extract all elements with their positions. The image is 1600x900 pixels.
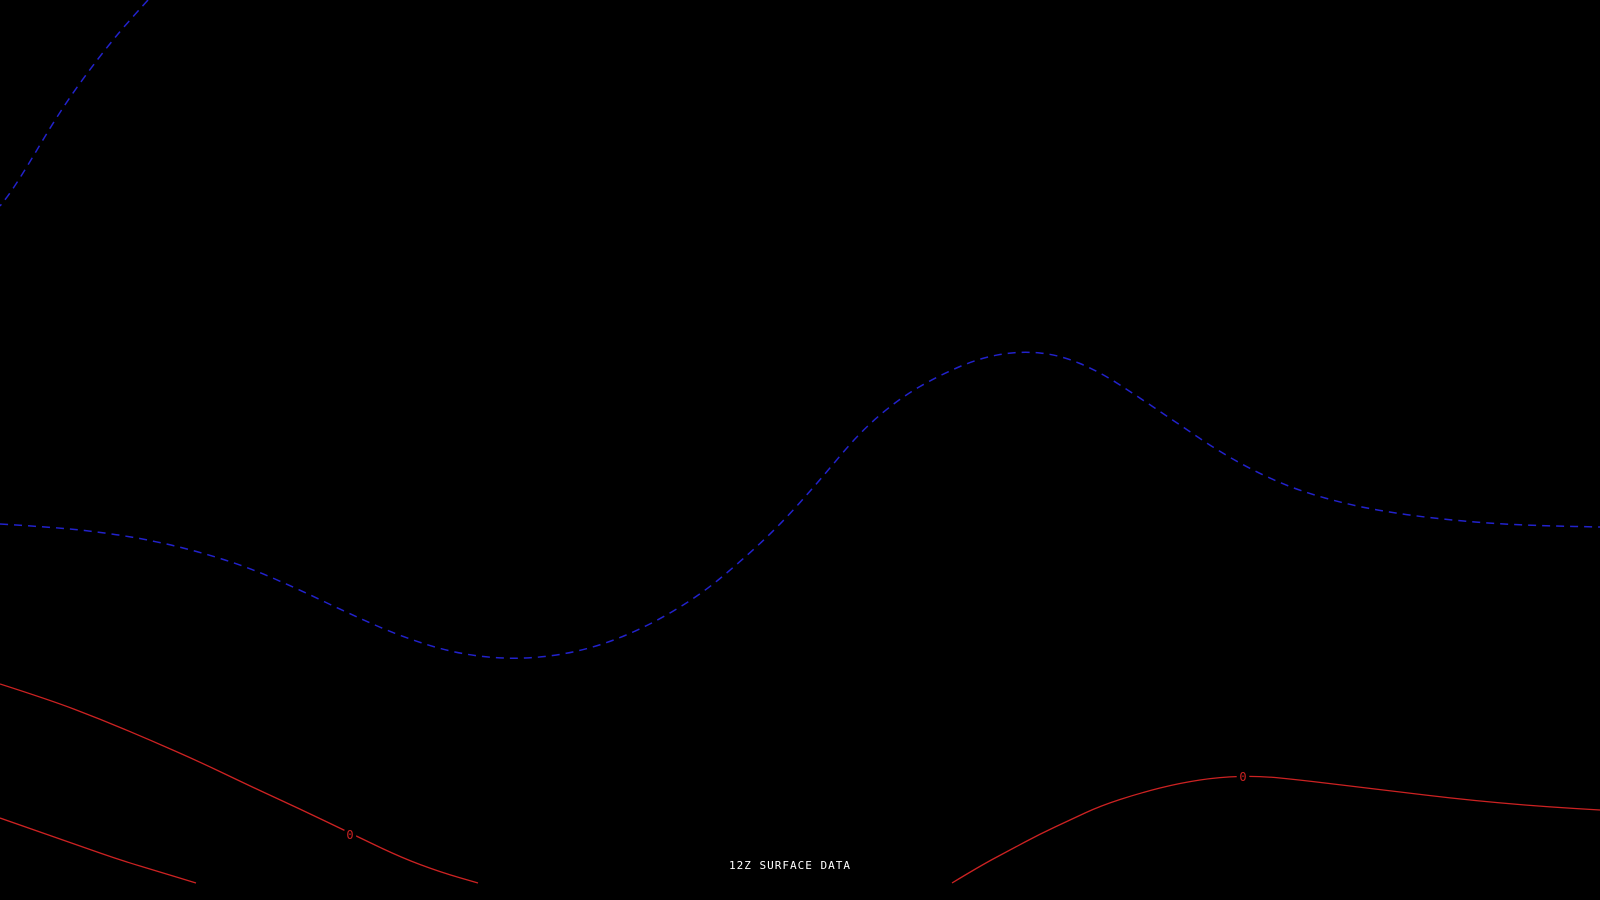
red-solid-contour-left xyxy=(0,683,479,884)
red-solid-contour-lower-left xyxy=(0,817,197,884)
contour-value-label: 0 xyxy=(346,828,353,842)
chart-title: 12Z SURFACE DATA xyxy=(729,859,851,872)
blue-dashed-contour-upper-left xyxy=(0,0,149,207)
red-solid-contour-right xyxy=(951,775,1600,884)
blue-dashed-contour-wavy xyxy=(0,351,1600,659)
contour-value-label: 0 xyxy=(1239,770,1246,784)
